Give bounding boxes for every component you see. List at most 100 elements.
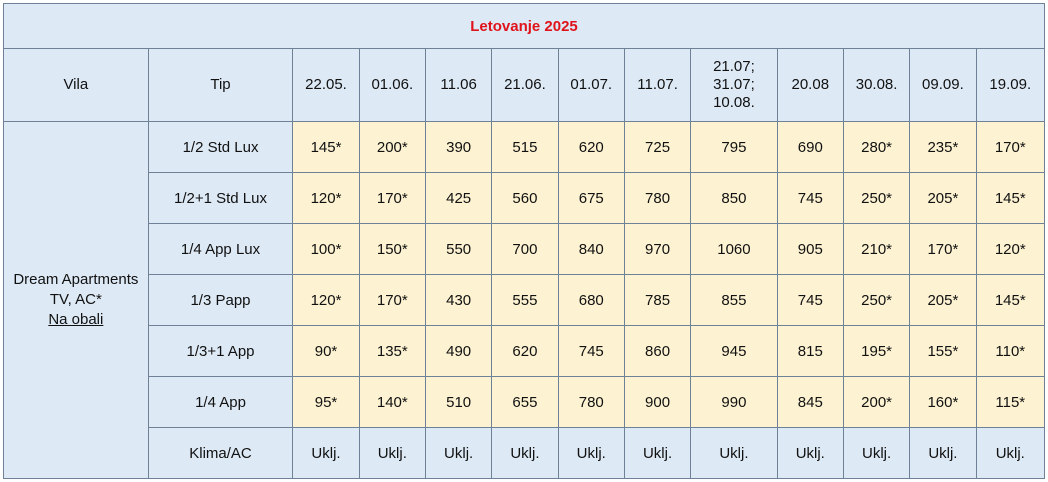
table-row: Dream Apartments TV, AC* Na obali 1/2 St… [3,121,1046,479]
tip-cell: 1/2 Std Lux [147,121,294,173]
price-cell: 155* [909,325,977,377]
header-date: 20.08 [776,48,844,122]
price-cell: 515 [491,121,559,173]
header-date: 01.07. [557,48,625,122]
header-date: 21.06. [491,48,559,122]
tip-cell: 1/4 App Lux [147,223,294,275]
villa-cell: Dream Apartments TV, AC* Na obali [3,121,149,479]
price-cell: 250* [842,172,911,224]
table-row: 1/2+1 Std Lux 120* 170* 425 560 675 780 850 745 2… [4,172,1046,224]
price-cell: 430 [424,274,493,326]
price-cell: 110* [975,325,1046,377]
tip-cell: 1/2+1 Std Lux [147,172,294,224]
price-cell: 970 [623,223,692,275]
ac-cell: Uklj. [358,427,426,479]
price-cell: 815 [776,325,844,377]
price-cell: 900 [623,376,692,428]
ac-cell: Uklj. [623,427,692,479]
price-cell: 145* [975,274,1046,326]
price-cell: 210* [842,223,911,275]
price-cell: 145* [975,172,1046,224]
price-cell: 95* [292,376,360,428]
ac-cell: Uklj. [557,427,625,479]
ac-cell: Uklj. [909,427,977,479]
table-row: 1/3 Papp 120* 170* 430 555 680 785 855 745 250* 20… [4,274,1046,326]
ac-cell: Uklj. [776,427,844,479]
ac-tip-cell: Klima/AC [147,427,294,479]
price-cell: 745 [557,325,625,377]
header-date: 11.07. [623,48,692,122]
ac-cell: Uklj. [424,427,493,479]
header-date: 01.06. [358,48,426,122]
price-cell: 425 [424,172,493,224]
price-cell: 620 [491,325,559,377]
price-cell: 620 [557,121,625,173]
price-cell: 780 [623,172,692,224]
price-cell: 135* [358,325,426,377]
header-date-multi: 21.07; 31.07; 10.08. [690,48,778,122]
tip-cell: 1/4 App [147,376,294,428]
ac-row: Klima/AC Uklj. Uklj. Uklj. Uklj. Uklj. Uklj. Uk… [4,427,1046,479]
price-cell: 560 [491,172,559,224]
price-cell: 795 [690,121,778,173]
villa-features: TV, AC* [49,291,102,308]
header-date: 22.05. [292,48,360,122]
header-date: 19.09. [975,48,1046,122]
price-cell: 725 [623,121,692,173]
price-cell: 945 [690,325,778,377]
price-cell: 90* [292,325,360,377]
price-cell: 510 [424,376,493,428]
ac-cell: Uklj. [491,427,559,479]
price-cell: 675 [557,172,625,224]
price-cell: 120* [292,172,360,224]
villa-location-link[interactable]: Na obali [48,311,104,328]
table-body: Dream Apartments TV, AC* Na obali 1/2 St… [3,121,1046,479]
price-cell: 205* [909,172,977,224]
price-cell: 140* [358,376,426,428]
price-cell: 250* [842,274,911,326]
price-cell: 550 [424,223,493,275]
price-cell: 170* [358,172,426,224]
header-row: Vila Tip 22.05. 01.06. 11.06 21.06. 01.0… [3,48,1046,122]
title-row: Letovanje 2025 [3,3,1045,49]
table-row: 1/4 App Lux 100* 150* 550 700 840 970 1060 905 21… [4,223,1046,275]
price-cell: 145* [292,121,360,173]
price-cell: 490 [424,325,493,377]
ac-cell: Uklj. [842,427,911,479]
tip-cell: 1/3+1 App [147,325,294,377]
price-cell: 845 [776,376,844,428]
header-date: 30.08. [842,48,911,122]
price-cell: 690 [776,121,844,173]
price-cell: 905 [776,223,844,275]
price-cell: 120* [975,223,1046,275]
header-date: 09.09. [909,48,977,122]
price-cell: 170* [909,223,977,275]
price-cell: 860 [623,325,692,377]
price-cell: 115* [975,376,1046,428]
price-cell: 840 [557,223,625,275]
title-cell: Letovanje 2025 [3,3,1045,49]
price-cell: 780 [557,376,625,428]
ac-cell: Uklj. [690,427,778,479]
price-cell: 745 [776,274,844,326]
price-table: Letovanje 2025 Vila Tip 22.05. 01.06. 11… [3,3,1046,479]
price-cell: 200* [358,121,426,173]
price-cell: 235* [909,121,977,173]
price-cell: 205* [909,274,977,326]
price-cell: 680 [557,274,625,326]
header-vila: Vila [3,48,149,122]
price-cell: 120* [292,274,360,326]
price-cell: 1060 [690,223,778,275]
table-title: Letovanje 2025 [470,17,578,35]
price-cell: 200* [842,376,911,428]
price-cell: 390 [424,121,493,173]
price-cell: 150* [358,223,426,275]
price-cell: 195* [842,325,911,377]
table-row: 1/3+1 App 90* 135* 490 620 745 860 945 815 195* 15… [4,325,1046,377]
price-cell: 100* [292,223,360,275]
price-cell: 170* [975,121,1046,173]
price-cell: 990 [690,376,778,428]
price-cell: 855 [690,274,778,326]
header-tip: Tip [147,48,294,122]
price-cell: 700 [491,223,559,275]
